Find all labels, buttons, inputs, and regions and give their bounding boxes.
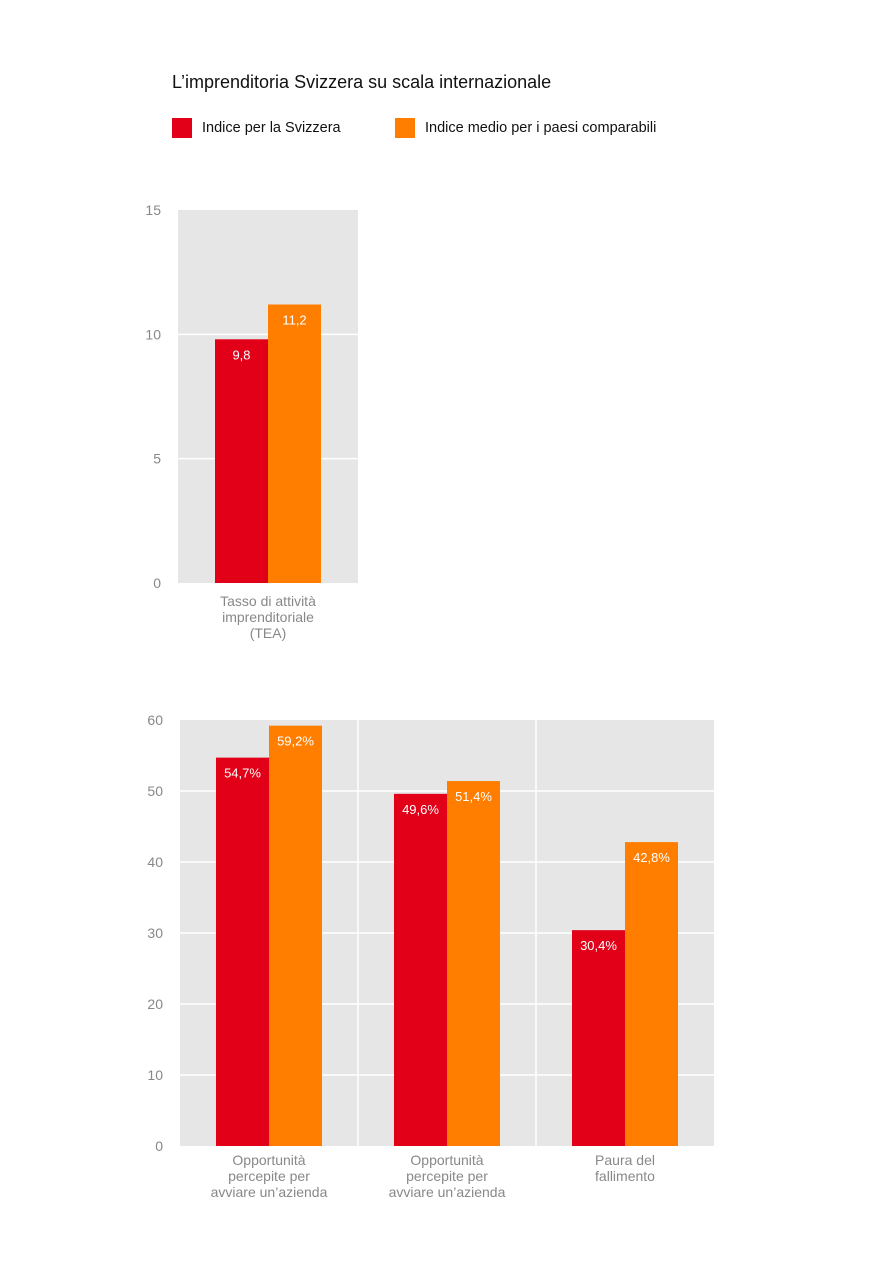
- y-tick-label: 50: [147, 783, 163, 799]
- legend-swatch-switzerland: [172, 118, 192, 138]
- legend-label-comparable: Indice medio per i paesi comparabili: [425, 120, 657, 136]
- data-label: 9,8: [232, 347, 250, 362]
- data-label: 59,2%: [277, 734, 314, 749]
- y-tick-label: 15: [145, 202, 161, 218]
- bar-switzerland: [215, 339, 268, 583]
- y-tick-label: 30: [147, 925, 163, 941]
- bar-comparable: [447, 781, 500, 1146]
- chart-title: L’imprenditoria Svizzera su scala intern…: [172, 72, 552, 92]
- data-label: 54,7%: [224, 766, 261, 781]
- y-tick-label: 20: [147, 996, 163, 1012]
- bar-comparable: [269, 725, 322, 1146]
- bar-switzerland: [394, 793, 447, 1146]
- legend-swatch-comparable: [395, 118, 415, 138]
- x-category-label: fallimento: [595, 1168, 655, 1184]
- x-category-label: Opportunità: [232, 1152, 305, 1168]
- y-tick-label: 0: [155, 1138, 163, 1154]
- legend-label-switzerland: Indice per la Svizzera: [202, 120, 341, 136]
- legend-item-switzerland: Indice per la Svizzera: [172, 118, 341, 138]
- x-category-label: avviare un’azienda: [389, 1184, 506, 1200]
- x-category-label: Tasso di attività: [220, 593, 316, 609]
- x-category-label: percepite per: [228, 1168, 310, 1184]
- data-label: 42,8%: [633, 850, 670, 865]
- x-category-label: avviare un’azienda: [211, 1184, 328, 1200]
- x-category-label: Paura del: [595, 1152, 655, 1168]
- y-tick-label: 10: [147, 1067, 163, 1083]
- bar-switzerland: [216, 757, 269, 1146]
- data-label: 49,6%: [402, 802, 439, 817]
- bar-comparable: [625, 842, 678, 1146]
- bar-comparable: [268, 304, 321, 583]
- data-label: 51,4%: [455, 789, 492, 804]
- y-tick-label: 10: [145, 326, 161, 342]
- x-category-label: imprenditoriale: [222, 609, 314, 625]
- x-category-label: percepite per: [406, 1168, 488, 1184]
- y-tick-label: 5: [153, 451, 161, 467]
- x-category-label: Opportunità: [410, 1152, 483, 1168]
- x-category-label: (TEA): [250, 625, 287, 641]
- legend-item-comparable: Indice medio per i paesi comparabili: [395, 118, 656, 138]
- y-tick-label: 60: [147, 712, 163, 728]
- bar-switzerland: [572, 930, 625, 1146]
- y-tick-label: 0: [153, 575, 161, 591]
- y-tick-label: 40: [147, 854, 163, 870]
- data-label: 30,4%: [580, 938, 617, 953]
- data-label: 11,2: [282, 312, 306, 327]
